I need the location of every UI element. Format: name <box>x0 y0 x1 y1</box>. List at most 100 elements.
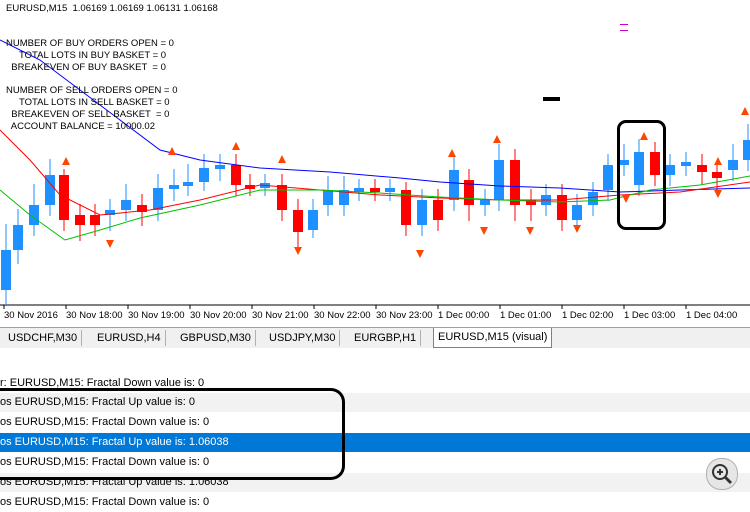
time-label: 30 Nov 22:00 <box>314 310 371 321</box>
buy-breakeven: BREAKEVEN OF BUY BASKET = 0 <box>6 62 166 73</box>
candle-body <box>323 190 333 205</box>
sell-orders-open: NUMBER OF SELL ORDERS OPEN = 0 <box>6 85 178 96</box>
candle-body <box>385 188 395 192</box>
candle-body <box>90 215 100 225</box>
candle-body <box>293 210 303 232</box>
candle-body <box>743 140 750 160</box>
candle-body <box>401 190 411 225</box>
log-text: os EURUSD,M15: Fractal Up value is: 0 <box>0 396 196 408</box>
candle-body <box>712 172 722 178</box>
candle-body <box>557 195 567 220</box>
candle-body <box>526 200 536 205</box>
candle-body <box>137 205 147 212</box>
time-label: 30 Nov 18:00 <box>66 310 123 321</box>
candle-body <box>1 250 11 290</box>
candle-body <box>75 215 85 225</box>
candle-body <box>277 185 287 210</box>
tab-usdchf-m30[interactable]: USDCHF,M30 <box>4 330 83 346</box>
fractal-down-arrow <box>573 225 581 233</box>
time-label: 1 Dec 03:00 <box>624 310 676 321</box>
fractal-up-arrow <box>714 157 722 165</box>
log-text: os EURUSD,M15: Fractal Down value is: 0 <box>0 456 210 468</box>
candle-body <box>433 200 443 220</box>
fractal-up-arrow <box>232 142 240 150</box>
candle-body <box>308 210 318 230</box>
candle-body <box>464 180 474 205</box>
candle-body <box>634 152 644 185</box>
tab-eurgbp-h1[interactable]: EURGBP,H1 <box>350 330 422 346</box>
time-label: 1 Dec 04:00 <box>686 310 738 321</box>
log-row[interactable]: r: EURUSD,M15: Fractal Down value is: 0 <box>0 374 750 393</box>
fractal-up-arrow <box>640 132 648 140</box>
candle-body <box>339 190 349 205</box>
time-axis: 30 Nov 2016 30 Nov 18:00 30 Nov 19:00 30… <box>0 305 750 325</box>
time-label: 1 Dec 00:00 <box>438 310 490 321</box>
magenta-mark <box>620 24 628 25</box>
candle-body <box>603 165 613 190</box>
candle-body <box>183 182 193 186</box>
tab-eurusd-h4[interactable]: EURUSD,H4 <box>93 330 166 346</box>
candle-body <box>29 205 39 225</box>
sell-total-lots: TOTAL LOTS IN SELL BASKET = 0 <box>6 97 170 108</box>
fractal-up-arrow <box>278 155 286 163</box>
journal-log: r: EURUSD,M15: Fractal Down value is: 0 … <box>0 348 750 508</box>
candle-body <box>153 188 163 210</box>
fractal-down-arrow <box>622 195 630 203</box>
candle-body <box>370 188 380 192</box>
candle-body <box>105 210 115 215</box>
time-label: 30 Nov 19:00 <box>128 310 185 321</box>
fractal-up-arrow <box>493 135 501 143</box>
log-row[interactable]: os EURUSD,M15: Fractal Up value is: 0 <box>0 393 750 412</box>
fractal-down-arrow <box>106 240 114 248</box>
candle-body <box>665 165 675 175</box>
fractal-down-arrow <box>480 227 488 235</box>
ma-slow-line <box>0 39 750 193</box>
chart-tabs: USDCHF,M30 EURUSD,H4 GBPUSD,M30 USDJPY,M… <box>0 327 750 349</box>
tab-eurusd-m15-visual[interactable]: EURUSD,M15 (visual) <box>433 328 553 348</box>
candle-body <box>728 160 738 170</box>
sell-breakeven: BREAKEVEN OF SELL BASKET = 0 <box>6 109 170 120</box>
time-label: 30 Nov 2016 <box>4 310 58 321</box>
zoom-button[interactable] <box>706 458 738 490</box>
candle-body <box>199 168 209 182</box>
fractal-up-arrow <box>62 157 70 165</box>
candle-body <box>588 192 598 205</box>
magenta-mark <box>620 30 628 31</box>
highlight-candle-box <box>617 120 666 230</box>
candle-body <box>354 188 364 192</box>
candle-body <box>480 200 490 205</box>
log-row[interactable]: os EURUSD,M15: Fractal Down value is: 0 <box>0 413 750 432</box>
fractal-down-arrow <box>714 190 722 198</box>
log-text: r: EURUSD,M15: Fractal Down value is: 0 <box>0 377 205 389</box>
tab-gbpusd-m30[interactable]: GBPUSD,M30 <box>176 330 256 346</box>
log-row-selected[interactable]: os EURUSD,M15: Fractal Up value is: 1.06… <box>0 433 750 452</box>
candle-body <box>510 160 520 205</box>
time-label: 1 Dec 01:00 <box>500 310 552 321</box>
time-label: 30 Nov 23:00 <box>376 310 433 321</box>
candle-body <box>121 200 131 210</box>
candle-body <box>619 160 629 165</box>
highlight-log-box <box>0 388 345 480</box>
candle-body <box>697 165 707 172</box>
candle-body <box>494 160 504 200</box>
log-text: os EURUSD,M15: Fractal Down value is: 0 <box>0 416 210 428</box>
log-text: os EURUSD,M15: Fractal Up value is: 1.06… <box>0 436 229 448</box>
candle-body <box>449 170 459 200</box>
log-text: os EURUSD,M15: Fractal Down value is: 0 <box>0 496 210 508</box>
time-label: 30 Nov 21:00 <box>252 310 309 321</box>
candle-body <box>681 162 691 166</box>
log-row[interactable]: os EURUSD,M15: Fractal Down value is: 0 <box>0 453 750 472</box>
candle-body <box>215 165 225 169</box>
chart-title: EURUSD,M15 1.06169 1.06169 1.06131 1.061… <box>6 3 218 14</box>
fractal-up-arrow <box>168 147 176 155</box>
candle-body <box>572 205 582 220</box>
log-row[interactable]: os EURUSD,M15: Fractal Down value is: 0 <box>0 493 750 512</box>
tab-usdjpy-m30[interactable]: USDJPY,M30 <box>265 330 341 346</box>
candle-body <box>169 185 179 189</box>
candle-body <box>231 165 241 185</box>
candle-body <box>650 152 660 175</box>
chart-canvas <box>0 24 750 309</box>
price-chart[interactable]: EURUSD,M15 1.06169 1.06169 1.06131 1.061… <box>0 0 750 325</box>
buy-total-lots: TOTAL LOTS IN BUY BASKET = 0 <box>6 50 167 61</box>
fractal-up-arrow <box>741 107 749 115</box>
